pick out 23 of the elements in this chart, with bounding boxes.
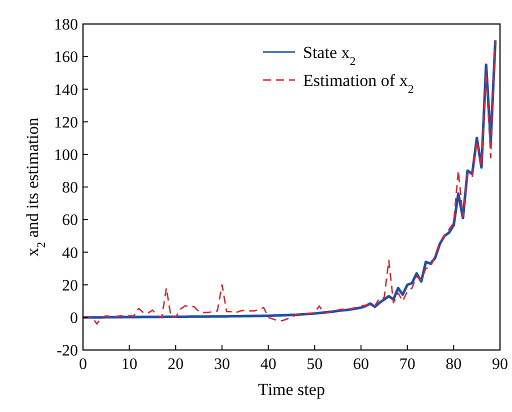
y-tick-label: -20: [56, 342, 78, 360]
y-tick-label: 120: [54, 114, 78, 132]
y-tick-label: 180: [54, 16, 78, 34]
x-tick-label: 40: [260, 356, 276, 373]
x-tick-label: 80: [446, 356, 462, 373]
x-tick-label: 50: [306, 356, 323, 373]
x-tick-label: 70: [399, 356, 416, 373]
y-tick-label: 80: [62, 180, 78, 197]
y-tick-label: 0: [70, 310, 78, 327]
y-tick-label: 20: [62, 277, 78, 294]
y-tick-label: 100: [54, 147, 78, 164]
y-tick-label: 60: [62, 212, 78, 230]
x-tick-label: 10: [121, 356, 138, 373]
x-tick-label: 60: [353, 356, 369, 373]
x-tick-label: 20: [168, 356, 184, 373]
y-tick-label: 160: [54, 49, 78, 66]
y-tick-label: 40: [62, 244, 78, 262]
x-tick-label: 90: [492, 356, 508, 373]
x-axis-title: Time step: [258, 380, 325, 399]
legend-label: Estimation of x$_{2}$: [303, 70, 414, 96]
legend-label: State x$_{2}$: [303, 42, 356, 68]
x-tick-label: 30: [214, 356, 230, 373]
y-tick-label: 140: [54, 82, 78, 99]
